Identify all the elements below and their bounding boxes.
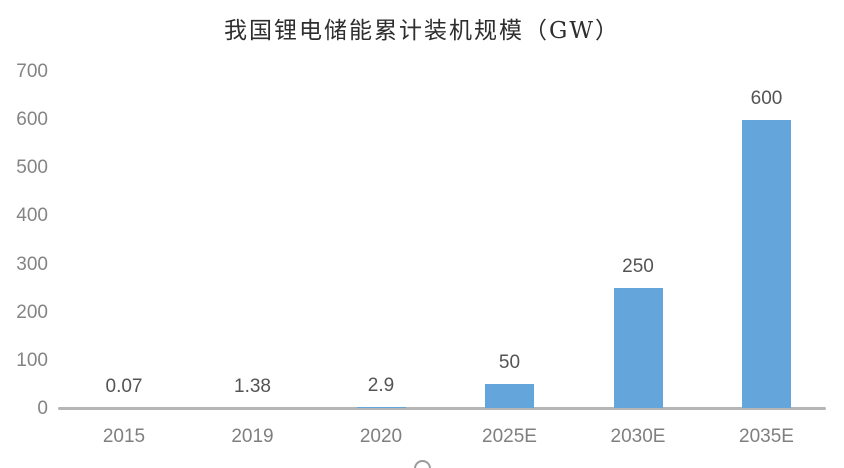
y-tick-label: 600: [16, 109, 48, 131]
value-label: 1.38: [234, 376, 271, 397]
value-label: 0.07: [105, 376, 143, 397]
y-tick-label: 400: [16, 205, 48, 227]
x-tick-label: 2035E: [739, 426, 794, 447]
value-label: 50: [498, 352, 521, 373]
x-tick-label: 2015: [102, 426, 146, 447]
x-tick-label: 2020: [359, 426, 403, 447]
bar-2030E: [613, 288, 663, 408]
value-label: 2.9: [367, 375, 395, 396]
y-tick-label: 500: [16, 157, 48, 179]
x-tick-label: 2019: [231, 426, 274, 447]
bar-2035E: [742, 120, 791, 408]
x-tick-label: 2025E: [482, 426, 537, 447]
value-label: 600: [750, 88, 783, 109]
watermark-circle: [414, 460, 431, 468]
y-tick-label: 100: [16, 349, 48, 371]
y-tick-label: 0: [37, 398, 48, 419]
x-axis-line: [58, 407, 826, 410]
chart-title: 我国锂电储能累计装机规模（GW）: [223, 18, 620, 44]
y-tick-label: 700: [16, 61, 48, 82]
x-tick-label: 2030E: [610, 426, 666, 447]
value-label: 250: [622, 256, 654, 277]
y-tick-label: 300: [16, 253, 48, 275]
bar-2020: [356, 407, 406, 408]
y-tick-label: 200: [16, 301, 48, 323]
bar-2025E: [485, 384, 534, 408]
